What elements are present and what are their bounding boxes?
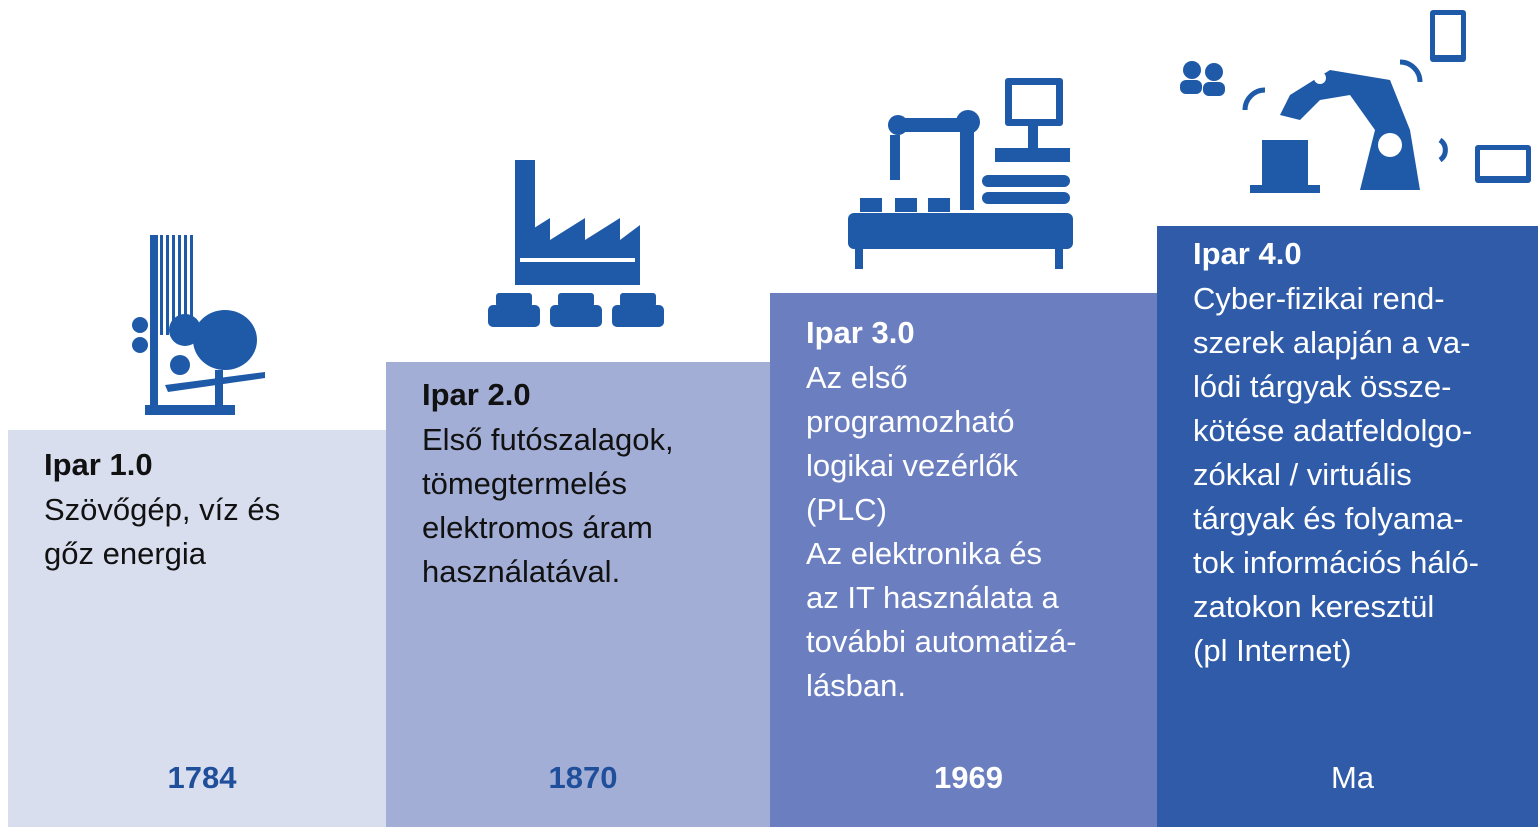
step-text: az IT használata a (806, 580, 1060, 615)
step-text: tárgyak és folyama- (1193, 501, 1464, 536)
step-text: használatával. (422, 554, 620, 589)
loom-icon (132, 235, 265, 415)
step-text: zatokon keresztül (1193, 589, 1434, 624)
step-text: programozható (806, 404, 1015, 439)
step-text: Első futószalagok, (422, 422, 674, 457)
step-text: (PLC) (806, 492, 887, 527)
step-text: logikai vezérlők (806, 448, 1018, 483)
step-year: 1969 (934, 760, 1003, 795)
step-title: Ipar 1.0 (44, 447, 153, 482)
step-year: Ma (1331, 760, 1375, 795)
step-title: Ipar 3.0 (806, 315, 915, 350)
page: Ipar 1.0 Szövőgép, víz és gőz energia 1784 I… (0, 0, 1538, 827)
automation-icon (848, 78, 1073, 269)
step-text: kötése adatfeldolgo- (1193, 413, 1472, 448)
step-year: 1870 (549, 760, 618, 795)
step-text: gőz energia (44, 536, 207, 571)
step-year: 1784 (168, 760, 238, 795)
step-text: Cyber-fizikai rend- (1193, 281, 1445, 316)
step-text: (pl Internet) (1193, 633, 1352, 668)
step-text: Az elektronika és (806, 536, 1042, 571)
step-text: szerek alapján a va- (1193, 325, 1470, 360)
industry4-icon (1180, 10, 1531, 193)
step-text: zókkal / virtuális (1193, 457, 1412, 492)
step-text: lódi tárgyak össze- (1193, 369, 1451, 404)
step-text: további automatizá- (806, 624, 1077, 659)
step-text: Az első (806, 360, 908, 395)
step-title: Ipar 4.0 (1193, 236, 1302, 271)
step-text: tömegtermelés (422, 466, 627, 501)
step-title: Ipar 2.0 (422, 377, 531, 412)
step-text: lásban. (806, 668, 906, 703)
factory-icon (488, 160, 664, 327)
step-text: tok információs háló- (1193, 545, 1479, 580)
step-text: Szövőgép, víz és (44, 492, 280, 527)
step-text: elektromos áram (422, 510, 653, 545)
infographic: Ipar 1.0 Szövőgép, víz és gőz energia 1784 I… (0, 0, 1538, 827)
